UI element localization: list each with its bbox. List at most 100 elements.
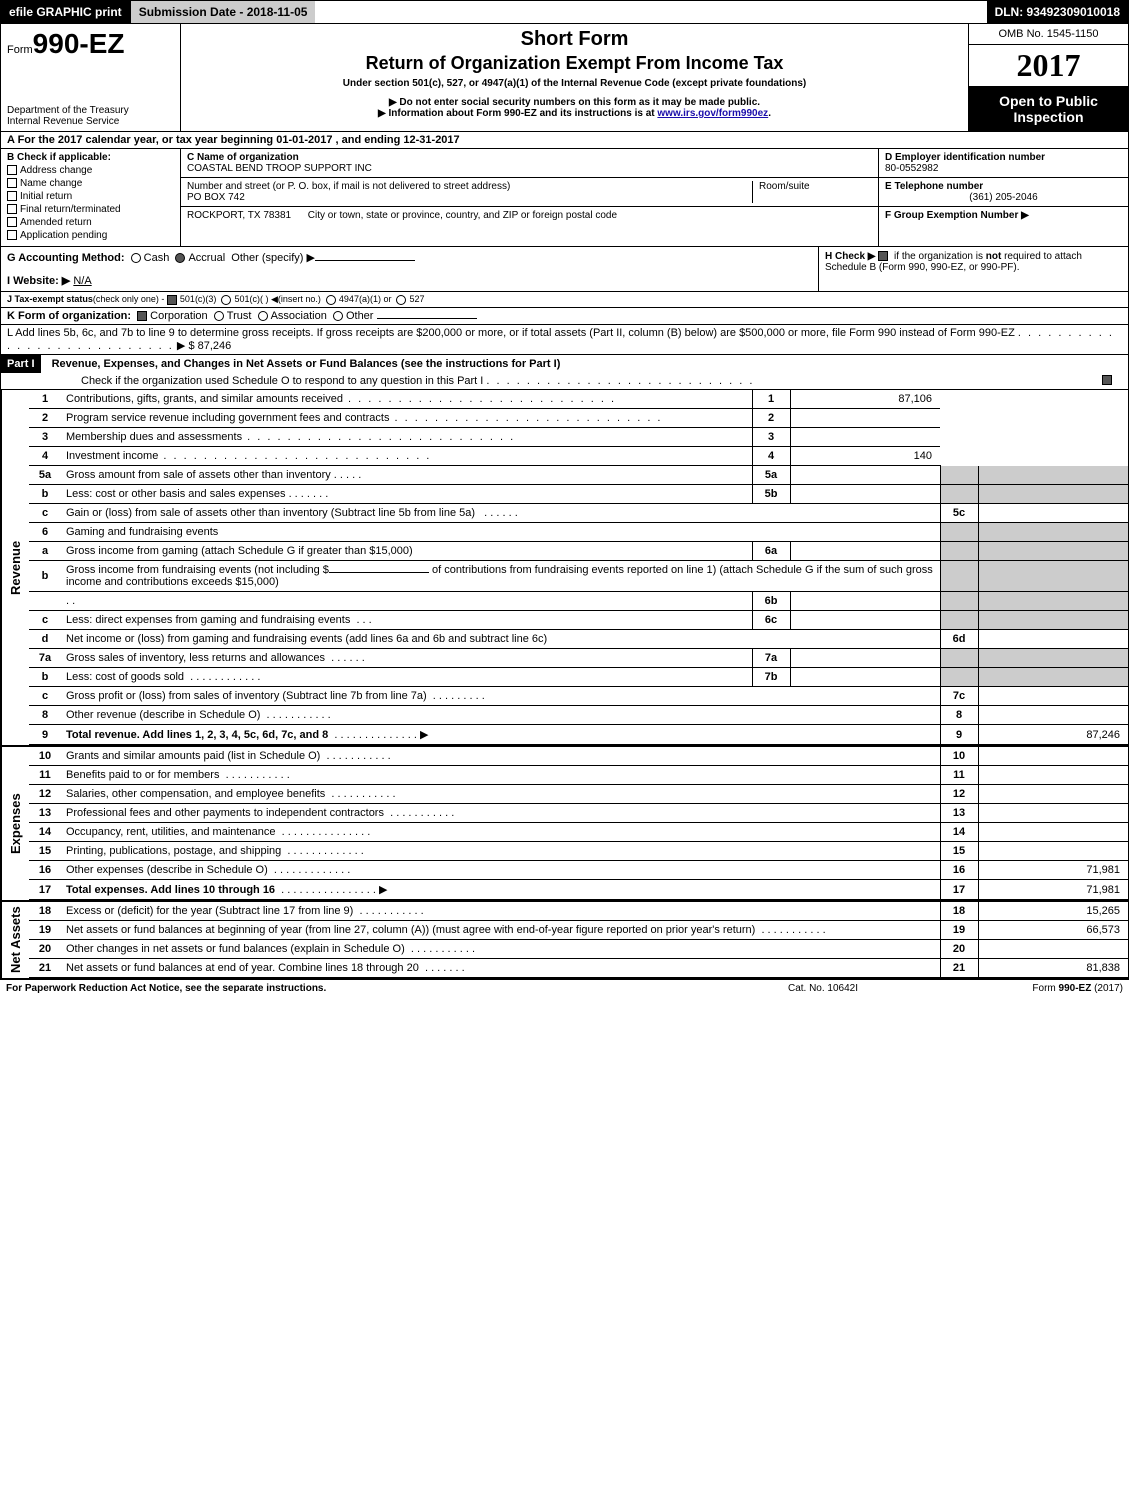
B-label: B Check if applicable: — [7, 152, 174, 163]
efile-label: efile GRAPHIC print — [1, 1, 130, 23]
part1-header-row: Part I Revenue, Expenses, and Changes in… — [0, 355, 1129, 390]
val-10 — [978, 747, 1128, 766]
K-label: K Form of organization: — [7, 310, 131, 322]
radio-cash[interactable] — [131, 253, 141, 263]
table-row: 18Excess or (deficit) for the year (Subt… — [29, 902, 1128, 921]
chk-527[interactable] — [396, 295, 406, 305]
lbl-final-return: Final return/terminated — [20, 204, 121, 215]
chk-501c[interactable] — [221, 295, 231, 305]
desc-5b: Less: cost or other basis and sales expe… — [66, 488, 286, 500]
lbl-trust: Trust — [227, 310, 252, 322]
chk-initial-return[interactable] — [7, 191, 17, 201]
lineA-end: 12-31-2017 — [403, 134, 459, 146]
lbl-name-change: Name change — [20, 178, 82, 189]
open-line1: Open to Public — [971, 93, 1126, 109]
table-row: 8Other revenue (describe in Schedule O) … — [29, 706, 1128, 725]
ln-2: 2 — [29, 409, 61, 428]
footer-right-form: 990-EZ — [1059, 983, 1092, 994]
table-row: 14Occupancy, rent, utilities, and mainte… — [29, 823, 1128, 842]
irs-link[interactable]: www.irs.gov/form990ez — [657, 108, 768, 119]
chk-application-pending[interactable] — [7, 230, 17, 240]
G-label: G Accounting Method: — [7, 252, 125, 264]
val-20 — [978, 940, 1128, 959]
num-9: 9 — [940, 725, 978, 745]
shade-6a — [940, 542, 978, 561]
other-specify-input[interactable] — [315, 260, 415, 261]
ln-6a: a — [29, 542, 61, 561]
desc-6d: Net income or (loss) from gaming and fun… — [66, 633, 547, 645]
lbl-4947: 4947(a)(1) or — [339, 294, 392, 304]
chk-corp[interactable] — [137, 311, 147, 321]
table-row: . .6b — [29, 592, 1128, 611]
L-row: L Add lines 5b, 6c, and 7b to line 9 to … — [0, 325, 1129, 355]
radio-accrual[interactable] — [175, 253, 185, 263]
city-value: ROCKPORT, TX 78381 — [187, 210, 291, 221]
other-org-input[interactable] — [377, 318, 477, 319]
num-14: 14 — [940, 823, 978, 842]
subtitle: Under section 501(c), 527, or 4947(a)(1)… — [189, 78, 960, 89]
title-return: Return of Organization Exempt From Incom… — [189, 53, 960, 74]
val-9: 87,246 — [978, 725, 1128, 745]
open-line2: Inspection — [971, 109, 1126, 125]
chk-address-change[interactable] — [7, 165, 17, 175]
val-4: 140 — [790, 447, 940, 466]
lineA-pre: A For the 2017 calendar year, or tax yea… — [7, 134, 276, 146]
lbl-527: 527 — [409, 294, 424, 304]
chk-assoc[interactable] — [258, 311, 268, 321]
footer-right-pre: Form — [1032, 983, 1058, 994]
lbl-501c: 501(c)( ) ◀(insert no.) — [234, 294, 320, 304]
netassets-sidelabel: Net Assets — [1, 902, 29, 978]
ln-5c: c — [29, 504, 61, 523]
desc-4: Investment income — [66, 450, 431, 462]
chk-501c3[interactable] — [167, 295, 177, 305]
val-17: 71,981 — [978, 880, 1128, 900]
chk-amended-return[interactable] — [7, 217, 17, 227]
subval-6b — [790, 592, 940, 611]
table-row: 4Investment income4140 — [29, 447, 1128, 466]
ln-5a: 5a — [29, 466, 61, 485]
num-11: 11 — [940, 766, 978, 785]
desc-9: Total revenue. Add lines 1, 2, 3, 4, 5c,… — [66, 729, 328, 741]
chk-final-return[interactable] — [7, 204, 17, 214]
L-text: L Add lines 5b, 6c, and 7b to line 9 to … — [7, 327, 1015, 339]
val-21: 81,838 — [978, 959, 1128, 978]
table-row: 2Program service revenue including gover… — [29, 409, 1128, 428]
table-row: bLess: cost of goods sold . . . . . . . … — [29, 668, 1128, 687]
val-1: 87,106 — [790, 390, 940, 409]
val-11 — [978, 766, 1128, 785]
shadeval-7a — [978, 649, 1128, 668]
chk-4947[interactable] — [326, 295, 336, 305]
val-14 — [978, 823, 1128, 842]
J-sub: (check only one) - — [93, 294, 165, 304]
table-row: bGross income from fundraising events (n… — [29, 561, 1128, 592]
table-row: aGross income from gaming (attach Schedu… — [29, 542, 1128, 561]
table-row: 7aGross sales of inventory, less returns… — [29, 649, 1128, 668]
part1-label: Part I — [1, 355, 41, 373]
chk-name-change[interactable] — [7, 178, 17, 188]
chk-other-org[interactable] — [333, 311, 343, 321]
table-row: bLess: cost or other basis and sales exp… — [29, 485, 1128, 504]
subval-5b — [790, 485, 940, 504]
table-row: 13Professional fees and other payments t… — [29, 804, 1128, 823]
E-value: (361) 205-2046 — [885, 192, 1122, 203]
val-16: 71,981 — [978, 861, 1128, 880]
revenue-sidelabel: Revenue — [1, 390, 29, 745]
chk-part1-scheduleO[interactable] — [1102, 375, 1112, 385]
H-text1: if the organization is — [894, 251, 986, 262]
note-ssn: ▶ Do not enter social security numbers o… — [189, 97, 960, 108]
num-4: 4 — [752, 447, 790, 466]
desc-5a: Gross amount from sale of assets other t… — [66, 469, 331, 481]
lbl-accrual: Accrual — [188, 252, 225, 264]
ln-19: 19 — [29, 921, 61, 940]
desc-20: Other changes in net assets or fund bala… — [66, 943, 405, 955]
J-label: J Tax-exempt status — [7, 294, 93, 304]
addr-value: PO BOX 742 — [187, 192, 752, 203]
shade-7b — [940, 668, 978, 687]
input-6b-amount[interactable] — [329, 572, 429, 573]
num-17: 17 — [940, 880, 978, 900]
table-row: 11Benefits paid to or for members . . . … — [29, 766, 1128, 785]
desc-17: Total expenses. Add lines 10 through 16 — [66, 884, 275, 896]
chk-trust[interactable] — [214, 311, 224, 321]
chk-H[interactable] — [878, 251, 888, 261]
lbl-other: Other (specify) ▶ — [231, 252, 315, 264]
